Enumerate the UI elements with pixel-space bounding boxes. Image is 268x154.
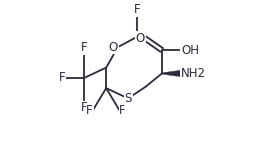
Text: F: F: [58, 71, 65, 84]
Text: OH: OH: [181, 44, 199, 57]
Text: F: F: [81, 101, 87, 114]
Text: O: O: [109, 41, 118, 54]
Text: NH2: NH2: [181, 67, 206, 80]
Text: F: F: [86, 104, 93, 117]
Text: S: S: [124, 92, 132, 105]
Text: O: O: [136, 32, 145, 45]
Text: F: F: [119, 104, 126, 117]
Polygon shape: [162, 70, 181, 77]
Text: F: F: [81, 41, 87, 55]
Text: F: F: [134, 3, 140, 16]
